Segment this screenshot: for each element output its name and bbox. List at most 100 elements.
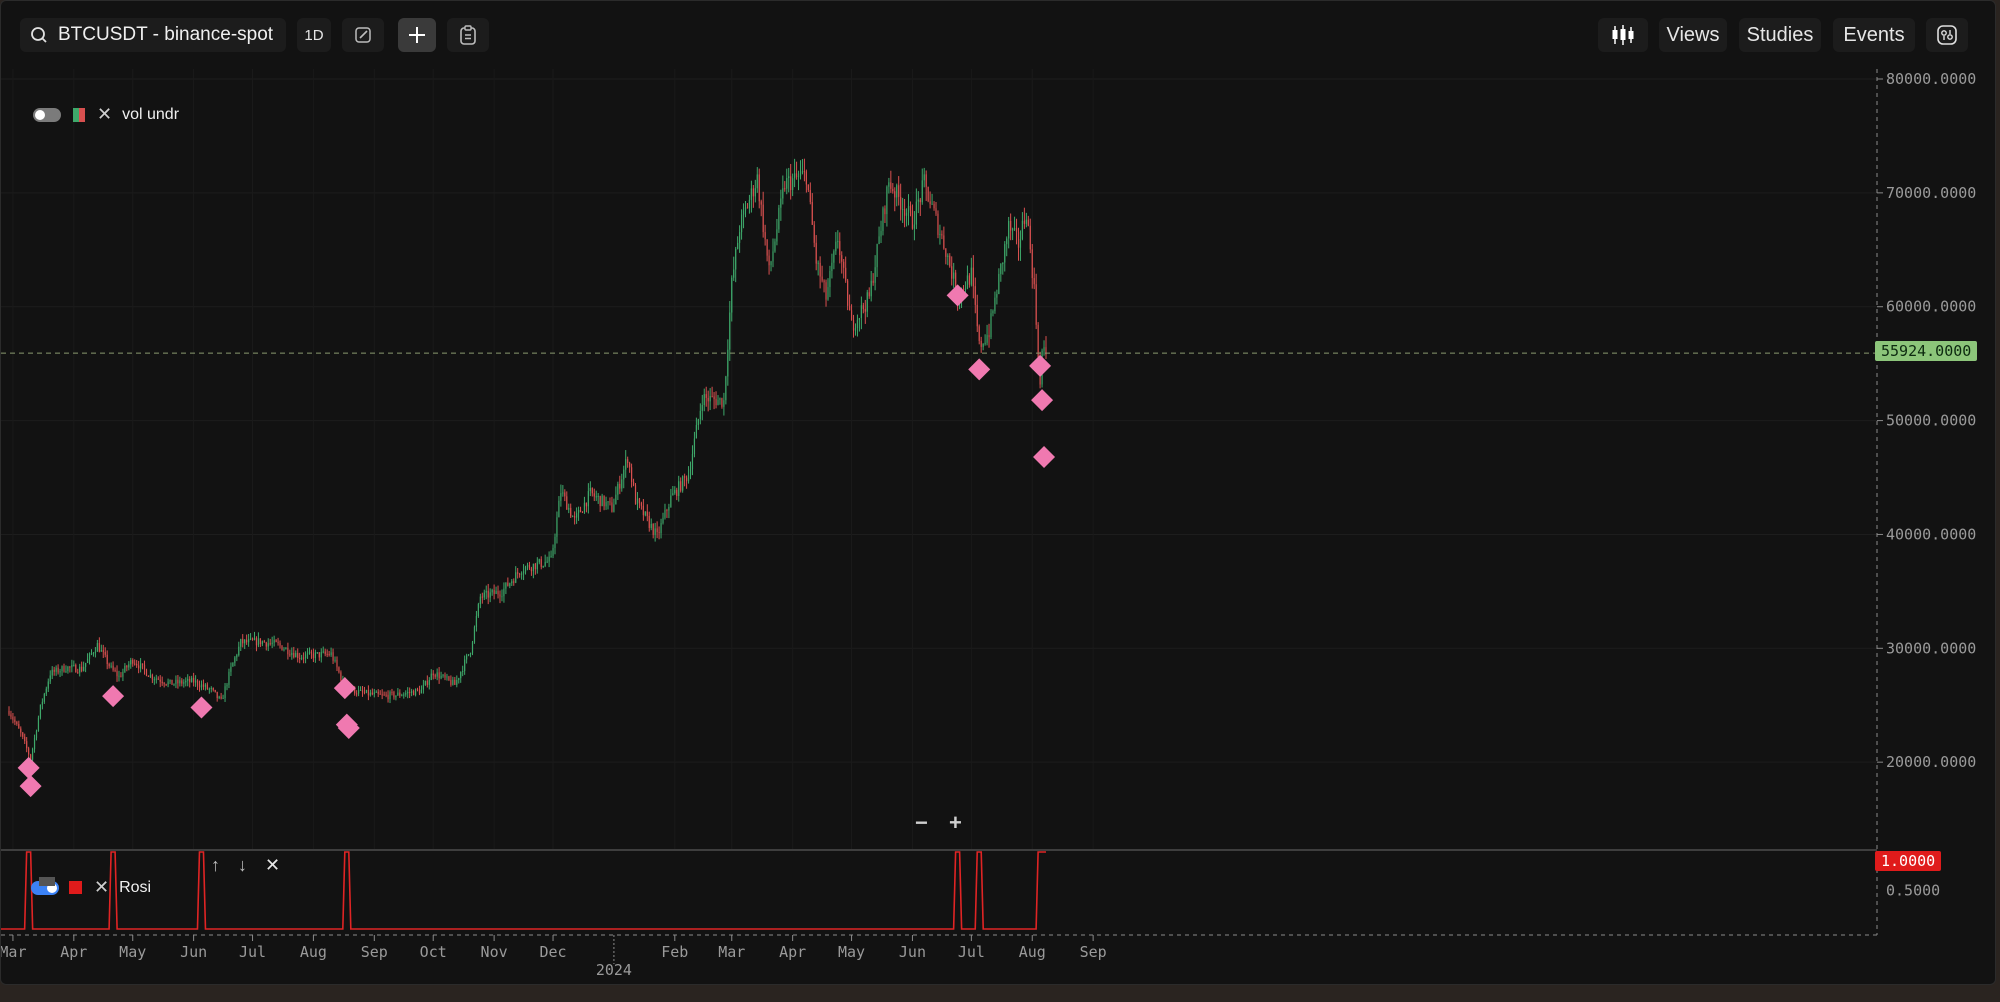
candle-body [591,487,593,494]
visibility-toggle[interactable] [33,107,61,122]
candle-body [723,400,725,407]
candle-body [564,492,566,497]
candle-body [744,207,747,211]
candle-body [790,176,792,191]
close-icon[interactable]: ✕ [94,877,110,897]
zoom-in-button[interactable]: + [949,810,962,835]
candle-body [903,209,906,216]
candle-body [988,335,990,338]
candle-body [727,349,729,377]
candle-body [395,695,397,698]
candle-body [187,678,189,681]
chart-area[interactable]: 80000.0000 70000.0000 60000.0000 50000.0000… [1,69,1995,984]
candle-body [1017,232,1020,248]
candle-body [134,663,136,665]
zoom-out-button[interactable]: − [915,810,928,835]
candle-body [371,692,373,695]
arrow-up-icon[interactable]: ↑ [211,855,220,875]
candle-body [880,230,882,237]
candle-body [526,564,529,567]
candle-body [261,641,263,645]
candle-body [513,581,515,583]
candle-body [666,510,668,512]
candle-body [322,651,324,653]
candle-body [375,691,377,693]
candle-body [554,536,556,549]
time-axis-label: Jun [180,943,207,961]
candle-body [911,210,914,229]
candle-body [982,344,984,347]
views-button[interactable]: Views [1659,18,1727,52]
candle-body [687,475,690,482]
candle-body [974,286,976,305]
candle-body [293,652,295,658]
candle-body [890,182,892,189]
candle-body [931,203,933,205]
candle-body [691,454,694,470]
candle-body [59,671,61,673]
close-pane-icon[interactable]: ✕ [265,855,281,875]
candle-body [440,675,442,679]
candle-body [377,691,379,694]
clipboard-button[interactable] [447,18,489,52]
candle-body [517,572,519,574]
candle-body [648,515,650,528]
chart-type-button[interactable] [1598,18,1648,52]
studies-button[interactable]: Studies [1739,18,1821,52]
price-axis-label: 60000.0000 [1886,298,1976,316]
candle-body [725,376,727,401]
candle-body [862,305,864,309]
pane-handle-icon[interactable] [39,877,55,886]
candle-body [132,660,134,664]
candle-body [813,224,815,243]
candle-body [373,692,375,695]
candle-body [825,282,827,300]
candle-body [464,659,466,671]
candle-body [1019,238,1022,248]
candle-body [984,342,986,345]
candle-body [917,199,919,202]
candle-body [803,171,806,173]
arrow-down-icon[interactable]: ↓ [238,855,247,875]
drawing-tool-button[interactable] [342,18,384,52]
candle-body [297,653,299,658]
time-axis-label: Apr [60,943,87,961]
candle-body [933,203,935,209]
candle-body [128,664,130,668]
candle-body [387,694,389,700]
candle-body [411,691,413,693]
close-icon[interactable]: ✕ [97,104,113,124]
candle-body [630,467,633,482]
candle-body [998,273,1000,295]
candle-body [277,641,279,643]
candle-body [471,642,474,653]
candle-body [913,224,916,229]
candle-body [805,171,807,185]
candle-body [314,652,316,659]
candle-body [1012,228,1014,231]
add-button[interactable] [398,18,436,52]
candle-body [357,690,360,694]
events-button[interactable]: Events [1833,18,1915,52]
candle-body [768,255,770,266]
candle-body [689,469,692,476]
candle-body [593,493,595,497]
candle-body [75,664,77,673]
candle-body [872,280,874,283]
candle-body [30,754,32,760]
candle-body [1045,347,1047,355]
signal-marker [946,284,969,307]
settings-button[interactable] [1926,18,1968,52]
candle-body [308,651,311,654]
candle-body [758,174,760,202]
candle-body [627,459,629,463]
candle-body [868,292,870,297]
candle-body [177,679,179,684]
symbol-search[interactable]: BTCUSDT - binance-spot [20,18,286,52]
candle-body [271,642,273,644]
candle-body [943,235,945,249]
candle-body [405,693,407,695]
candle-body [735,248,737,270]
interval-button[interactable]: 1D [297,18,331,52]
candle-body [972,267,974,287]
